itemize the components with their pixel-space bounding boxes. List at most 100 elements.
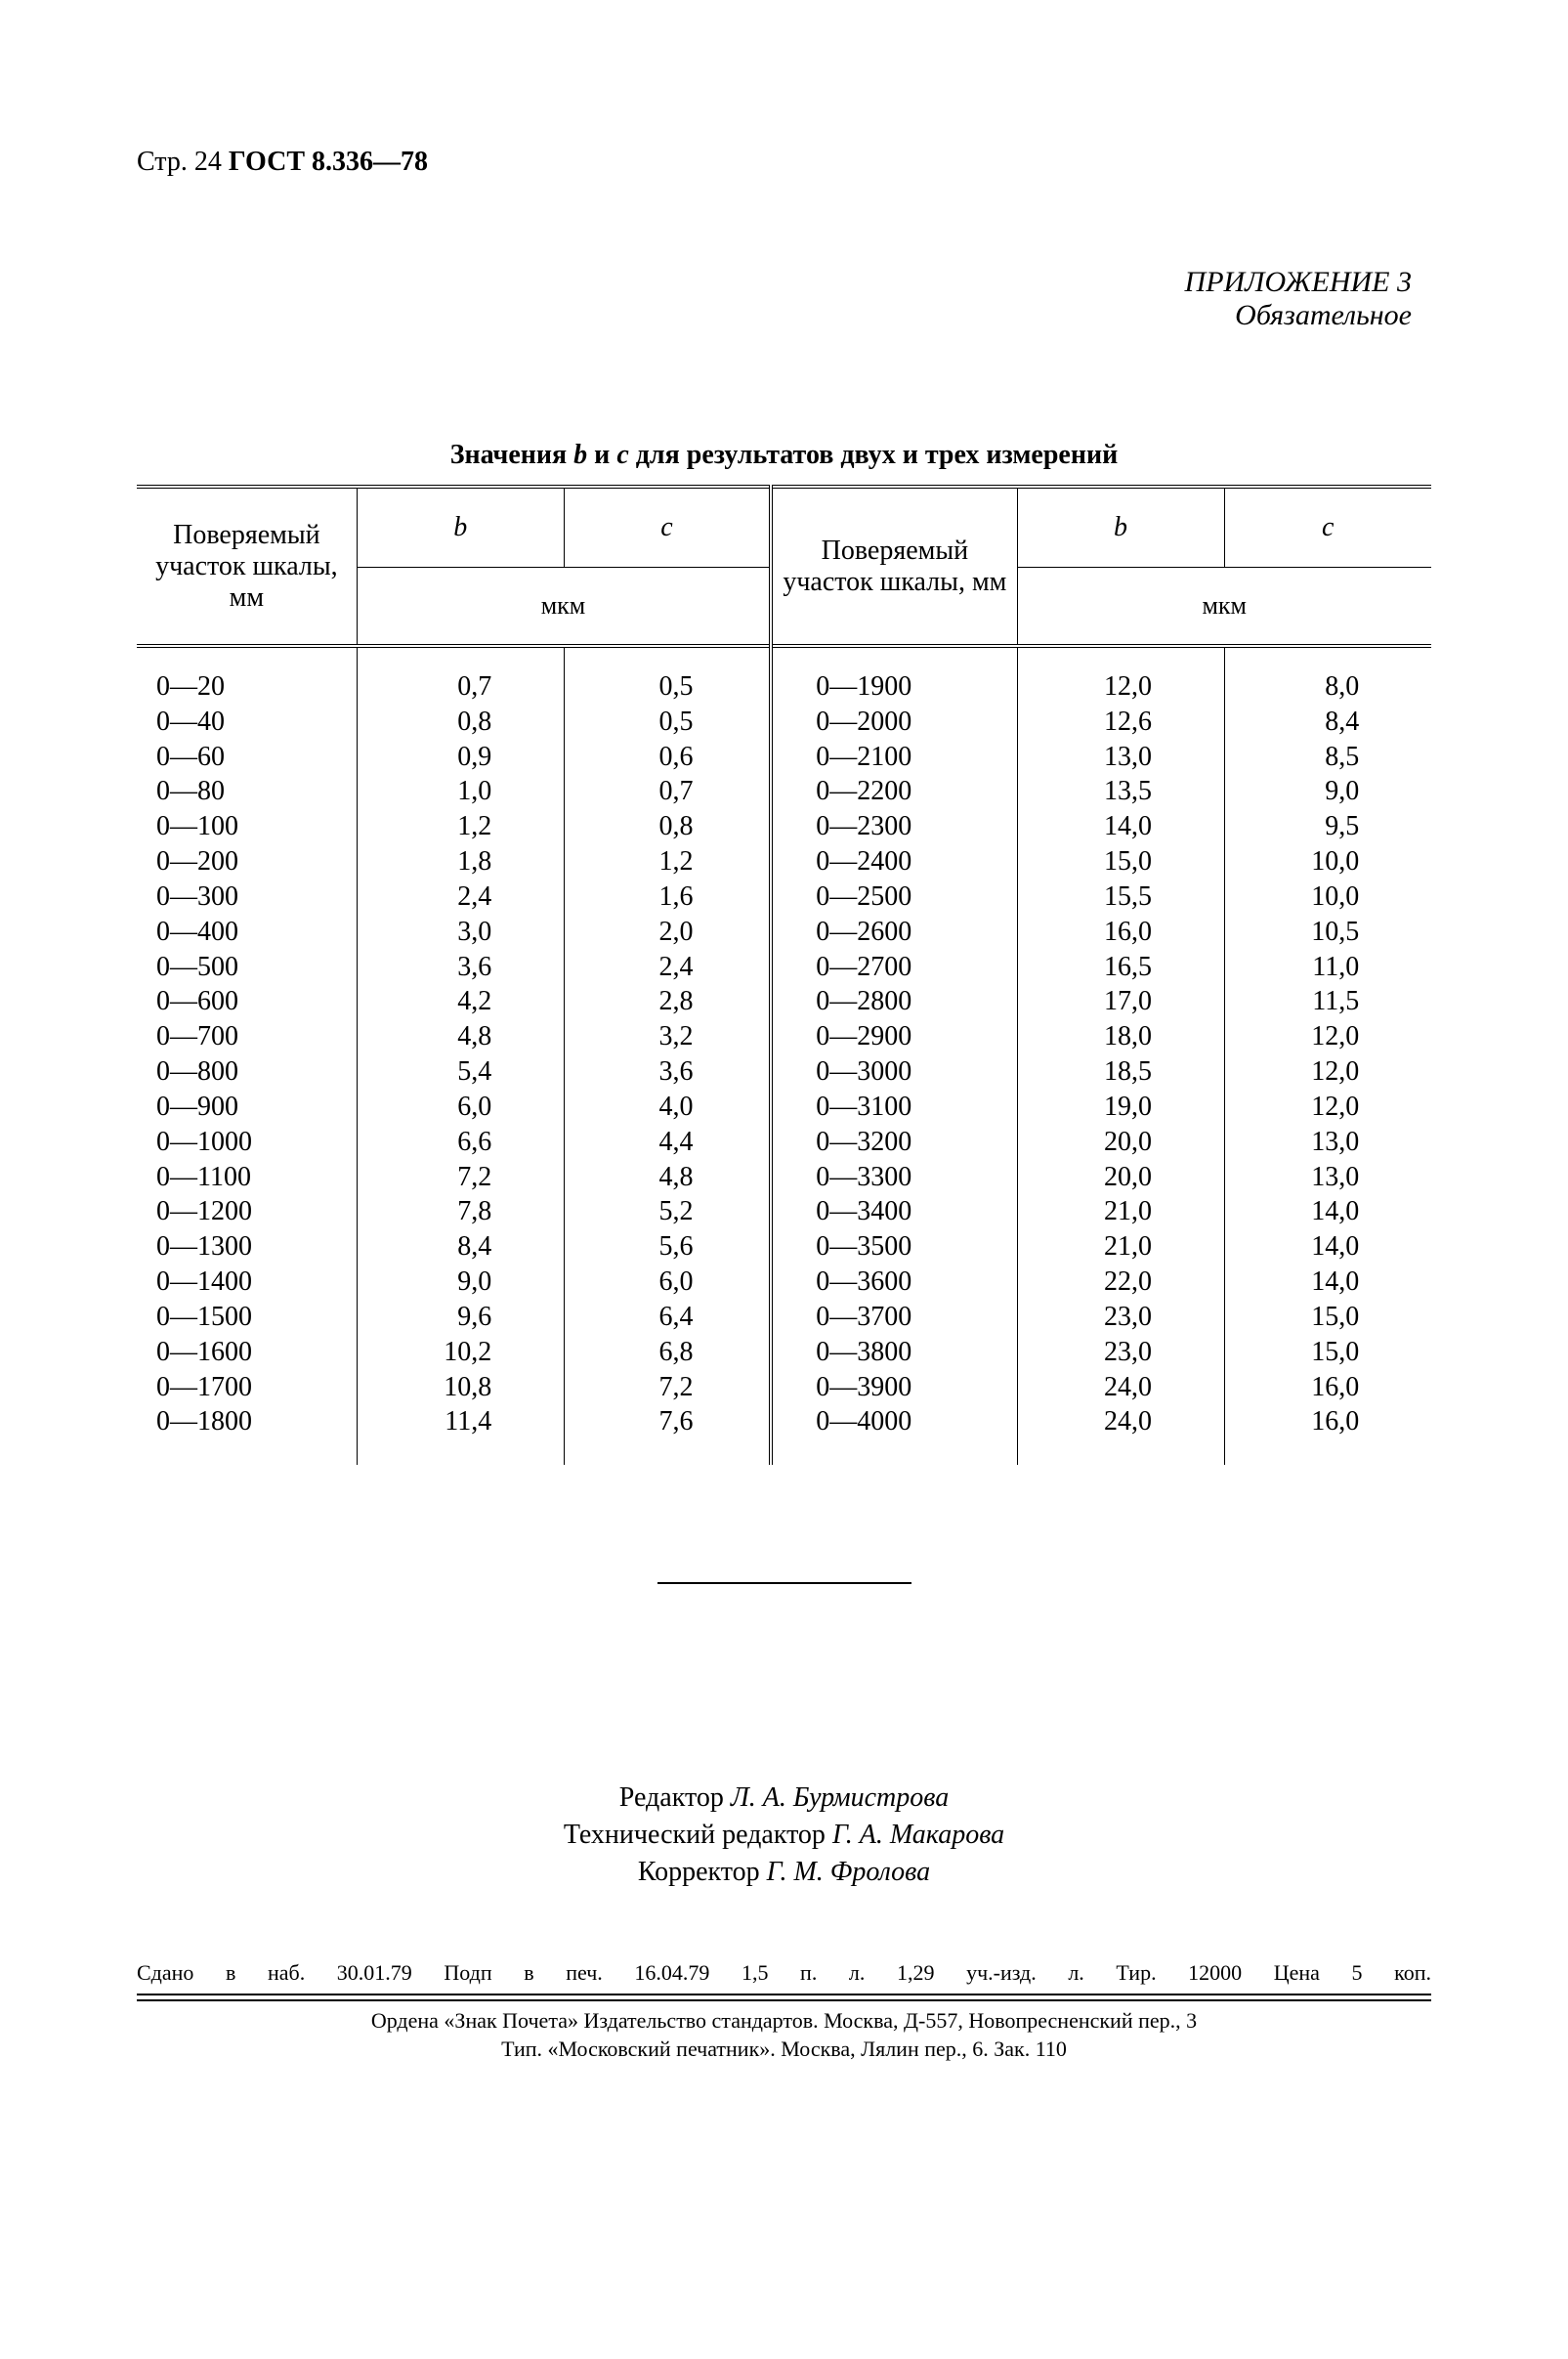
- table-cell-value: 9,5: [1296, 809, 1359, 844]
- table-col-range-right: 0—19000—20000—21000—22000—23000—24000—25…: [771, 646, 1017, 1465]
- table-cell-value: 0,8: [641, 809, 694, 844]
- table-cell-value: 0—1000: [156, 1125, 351, 1160]
- table-cell-value: 0—3600: [816, 1265, 1010, 1300]
- tech-editor-label: Технический редактор: [564, 1820, 832, 1850]
- editor-label: Редактор: [619, 1782, 731, 1813]
- table-cell-value: 0—100: [156, 809, 351, 844]
- table-cell-value: 0—60: [156, 740, 351, 775]
- table-col-range-left: 0—200—400—600—800—1000—2000—3000—4000—50…: [137, 646, 357, 1465]
- table-cell-value: 12,0: [1296, 1090, 1359, 1125]
- table-cell-value: 6,4: [641, 1300, 694, 1335]
- table-cell-value: 0—1700: [156, 1370, 351, 1405]
- page: Стр. 24 ГОСТ 8.336—78 ПРИЛОЖЕНИЕ 3 Обяза…: [0, 0, 1568, 2180]
- table-cell-value: 18,0: [1089, 1019, 1152, 1054]
- imprint-block: Сдано в наб. 30.01.79 Подп в печ. 16.04.…: [137, 1959, 1431, 2064]
- table-cell-value: 0—2200: [816, 774, 1010, 809]
- table-cell-value: 0—2600: [816, 915, 1010, 950]
- table-cell-value: 8,4: [1296, 705, 1359, 740]
- imprint-row-1: Сдано в наб. 30.01.79 Подп в печ. 16.04.…: [137, 1959, 1431, 1996]
- table-cell-value: 11,4: [429, 1404, 491, 1439]
- table-cell-value: 0—2000: [816, 705, 1010, 740]
- caption-text: Значения: [450, 440, 573, 470]
- table-cell-value: 5,6: [641, 1229, 694, 1265]
- col-header-unit: мкм: [357, 568, 771, 647]
- page-number: Стр. 24: [137, 147, 222, 177]
- table-cell-value: 6,6: [429, 1125, 491, 1160]
- table-cell-value: 0—900: [156, 1090, 351, 1125]
- table-cell-value: 12,6: [1089, 705, 1152, 740]
- table-cell-value: 3,6: [429, 950, 491, 985]
- table-cell-value: 22,0: [1089, 1265, 1152, 1300]
- table-cell-value: 23,0: [1089, 1300, 1152, 1335]
- table-cell-value: 0—80: [156, 774, 351, 809]
- table-cell-value: 1,6: [641, 879, 694, 915]
- table-cell-value: 0—2100: [816, 740, 1010, 775]
- appendix-header: ПРИЛОЖЕНИЕ 3 Обязательное: [137, 266, 1431, 332]
- table-cell-value: 5,4: [429, 1054, 491, 1090]
- publisher-line: Ордена «Знак Почета» Издательство станда…: [137, 2007, 1431, 2036]
- table-cell-value: 4,8: [429, 1019, 491, 1054]
- table-cell-value: 0—600: [156, 984, 351, 1019]
- table-cell-value: 13,5: [1089, 774, 1152, 809]
- table-cell-value: 0,7: [641, 774, 694, 809]
- table-cell-value: 11,5: [1296, 984, 1359, 1019]
- table-cell-value: 14,0: [1296, 1194, 1359, 1229]
- table-cell-value: 0—1200: [156, 1194, 351, 1229]
- table-cell-value: 0—1900: [816, 669, 1010, 705]
- table-cell-value: 0—700: [156, 1019, 351, 1054]
- data-table: Поверяемый участок шкалы, мм b c Поверяе…: [137, 485, 1431, 1465]
- table-cell-value: 4,0: [641, 1090, 694, 1125]
- table-cell-value: 23,0: [1089, 1335, 1152, 1370]
- table-cell-value: 0—3900: [816, 1370, 1010, 1405]
- table-cell-value: 0—2500: [816, 879, 1010, 915]
- table-cell-value: 0—20: [156, 669, 351, 705]
- table-cell-value: 0,5: [641, 705, 694, 740]
- table-cell-value: 0—1800: [156, 1404, 351, 1439]
- col-header-c: c: [1224, 487, 1431, 568]
- table-col-c-right: 8,08,48,59,09,510,010,010,511,011,512,01…: [1224, 646, 1431, 1465]
- table-cell-value: 13,0: [1296, 1125, 1359, 1160]
- table-cell-value: 0—300: [156, 879, 351, 915]
- table-cell-value: 17,0: [1089, 984, 1152, 1019]
- table-cell-value: 6,8: [641, 1335, 694, 1370]
- imprint-row-2: Ордена «Знак Почета» Издательство станда…: [137, 1999, 1431, 2063]
- col-header-c: c: [564, 487, 771, 568]
- table-cell-value: 0,5: [641, 669, 694, 705]
- table-cell-value: 0—2400: [816, 844, 1010, 879]
- table-cell-value: 10,2: [429, 1335, 491, 1370]
- table-cell-value: 3,6: [641, 1054, 694, 1090]
- table-cell-value: 0—3000: [816, 1054, 1010, 1090]
- table-cell-value: 20,0: [1089, 1160, 1152, 1195]
- caption-text: для результатов двух и трех измерений: [629, 440, 1119, 470]
- table-cell-value: 1,2: [641, 844, 694, 879]
- table-cell-value: 15,0: [1296, 1335, 1359, 1370]
- table-cell-value: 21,0: [1089, 1194, 1152, 1229]
- page-header: Стр. 24 ГОСТ 8.336—78: [137, 147, 1431, 178]
- table-cell-value: 0—1500: [156, 1300, 351, 1335]
- table-cell-value: 0—2700: [816, 950, 1010, 985]
- table-cell-value: 16,0: [1089, 915, 1152, 950]
- col-header-unit: мкм: [1017, 568, 1431, 647]
- proofreader-label: Корректор: [638, 1857, 767, 1887]
- table-cell-value: 0—3800: [816, 1335, 1010, 1370]
- table-cell-value: 8,0: [1296, 669, 1359, 705]
- table-cell-value: 1,0: [429, 774, 491, 809]
- table-cell-value: 0,7: [429, 669, 491, 705]
- table-cell-value: 0,9: [429, 740, 491, 775]
- table-cell-value: 0,6: [641, 740, 694, 775]
- table-cell-value: 10,0: [1296, 879, 1359, 915]
- table-cell-value: 12,0: [1296, 1019, 1359, 1054]
- table-cell-value: 0—1400: [156, 1265, 351, 1300]
- table-cell-value: 10,0: [1296, 844, 1359, 879]
- caption-text: и: [587, 440, 616, 470]
- table-cell-value: 0,8: [429, 705, 491, 740]
- table-col-c-left: 0,50,50,60,70,81,21,62,02,42,83,23,64,04…: [564, 646, 771, 1465]
- table-cell-value: 0—400: [156, 915, 351, 950]
- table-cell-value: 10,8: [429, 1370, 491, 1405]
- imprint-text: Сдано в наб. 30.01.79 Подп в печ. 16.04.…: [137, 1959, 1431, 1987]
- table-cell-value: 7,2: [429, 1160, 491, 1195]
- proofreader-name: Г. М. Фролова: [767, 1857, 930, 1887]
- table-cell-value: 18,5: [1089, 1054, 1152, 1090]
- table-cell-value: 0—1300: [156, 1229, 351, 1265]
- table-cell-value: 0—200: [156, 844, 351, 879]
